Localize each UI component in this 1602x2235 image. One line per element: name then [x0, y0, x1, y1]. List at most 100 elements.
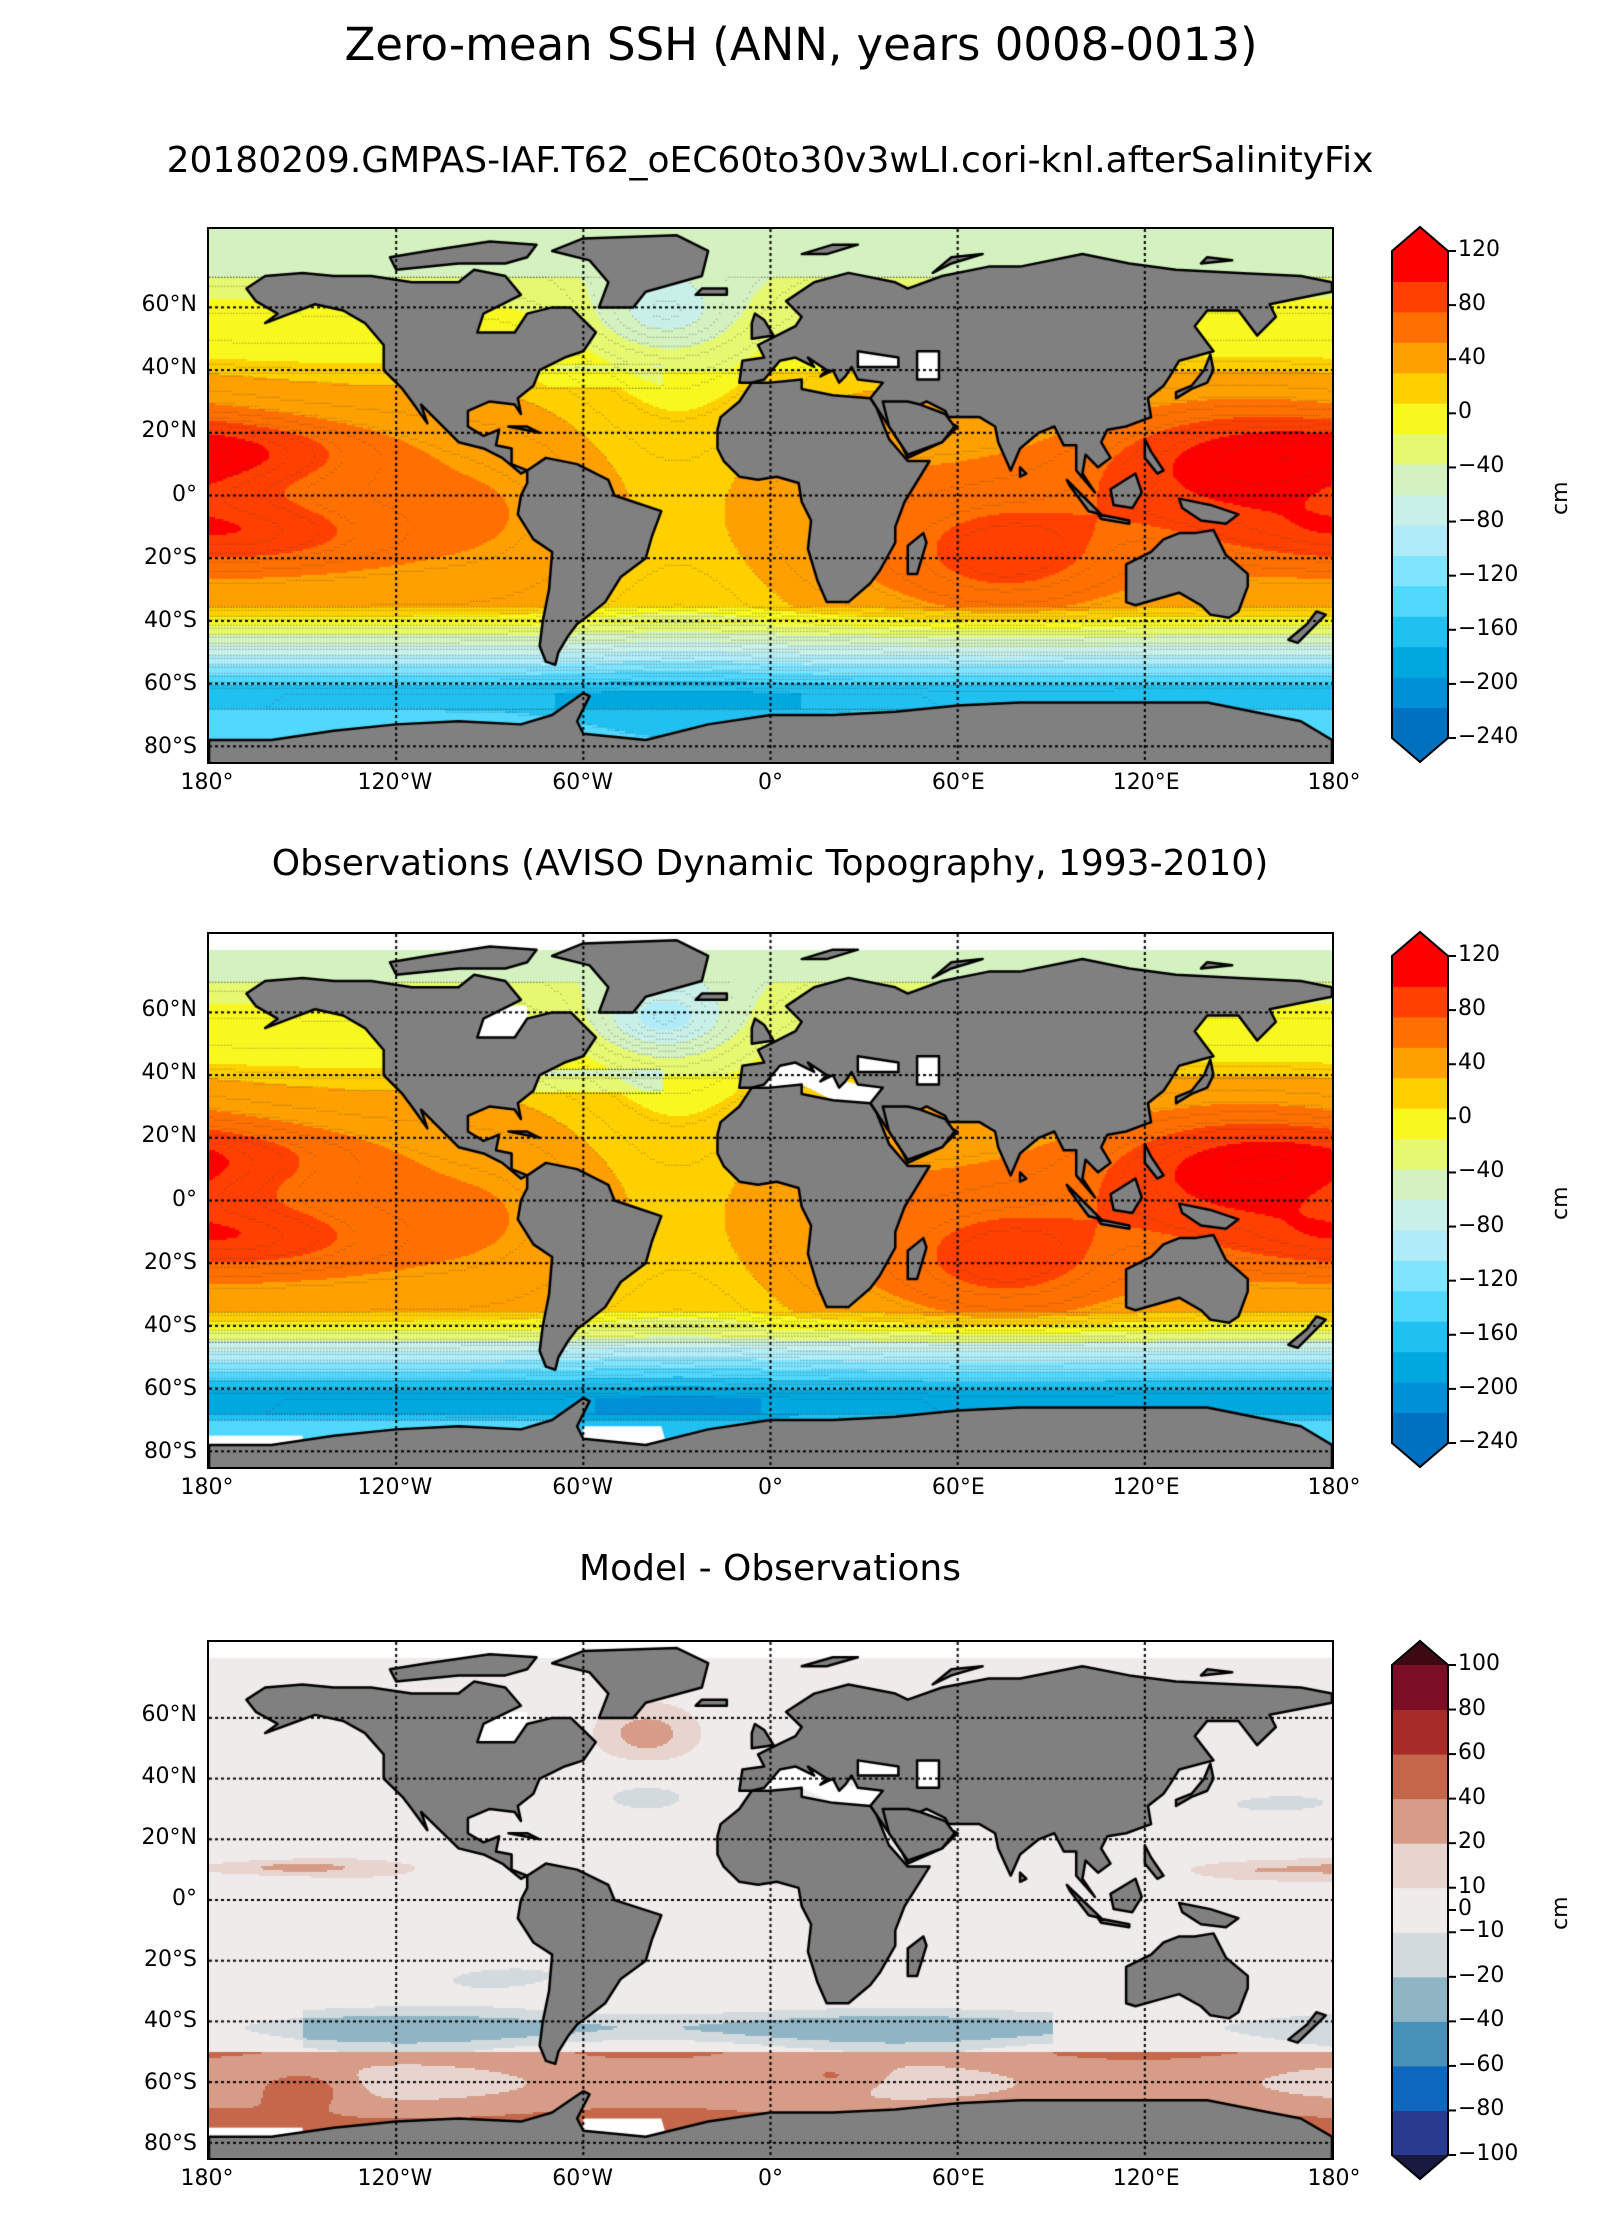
panel-2-map [207, 932, 1334, 1469]
colorbar-tick-label: −160 [1458, 615, 1519, 641]
colorbar-segment [1392, 1887, 1448, 1933]
panel-2-field [209, 934, 1332, 1467]
x-tick-label: 60°E [931, 1475, 985, 1500]
panel-1-map [207, 227, 1334, 764]
x-tick-label: 120°W [357, 2166, 433, 2191]
y-tick-label: 40°S [144, 607, 197, 633]
colorbar-tick-label: −200 [1458, 669, 1519, 695]
x-tick-label: 180° [180, 770, 234, 795]
x-tick-label: 120°E [1112, 1475, 1180, 1500]
colorbar-tick-label: 20 [1458, 1829, 1486, 1855]
y-tick-label: 60°S [144, 671, 197, 697]
x-tick-label: 180° [1307, 1475, 1361, 1500]
y-tick-label: 60°N [141, 291, 197, 317]
colorbar-tick-label: −40 [1458, 1158, 1505, 1184]
colorbar-segment [1392, 2065, 1448, 2111]
y-tick-label: 60°S [144, 1376, 197, 1402]
colorbar-tick-label: 80 [1458, 1695, 1486, 1721]
x-tick-label: 120°W [357, 1475, 433, 1500]
x-tick-label: 60°W [552, 770, 614, 795]
colorbar-segment [1392, 1199, 1448, 1231]
colorbar-segment [1392, 342, 1448, 374]
colorbar-tick-label: 80 [1458, 996, 1486, 1022]
y-tick-label: 20°S [144, 1249, 197, 1275]
colorbar-label: cm [1548, 1185, 1573, 1220]
colorbar-segment [1392, 1321, 1448, 1353]
colorbar-label: cm [1548, 480, 1573, 515]
colorbar-tick-label: −40 [1458, 2007, 1505, 2033]
colorbar-segment [1392, 1798, 1448, 1844]
colorbar-tick-label: −240 [1458, 1429, 1519, 1454]
colorbar-segment [1392, 433, 1448, 465]
y-tick-label: 80°S [144, 2130, 197, 2156]
colorbar-segment [1392, 1932, 1448, 1978]
colorbar-segment [1392, 524, 1448, 556]
colorbar-segment [1392, 1047, 1448, 1079]
figure-suptitle: Zero-mean SSH (ANN, years 0008-0013) [344, 18, 1258, 71]
colorbar-graphic [1391, 1639, 1456, 2181]
y-tick-label: 20°S [144, 544, 197, 570]
colorbar-tick-label: −80 [1458, 507, 1505, 533]
colorbar-extend-max [1392, 1641, 1448, 1665]
colorbar-segment [1392, 2021, 1448, 2067]
x-tick-label: 0° [758, 770, 783, 795]
y-tick-label: 60°N [141, 1702, 197, 1728]
panel-1-title: 20180209.GMPAS-IAF.T62_oEC60to30v3wLI.co… [166, 140, 1374, 181]
x-tick-label: 0° [758, 2166, 783, 2191]
colorbar-segment [1392, 372, 1448, 404]
colorbar-tick-label: 40 [1458, 345, 1486, 371]
y-tick-label: 20°S [144, 1947, 197, 1973]
colorbar-extend-min [1392, 738, 1448, 762]
colorbar-segment [1392, 585, 1448, 617]
panel-2-title: Observations (AVISO Dynamic Topography, … [271, 843, 1269, 884]
y-tick-label: 40°N [141, 1763, 197, 1789]
colorbar-segment [1392, 956, 1448, 987]
x-tick-label: 120°E [1112, 770, 1180, 795]
colorbar-tick-label: −80 [1458, 2096, 1505, 2122]
colorbar-tick-label: −80 [1458, 1212, 1505, 1238]
x-tick-label: 180° [1307, 2166, 1361, 2191]
colorbar-segment [1392, 1382, 1448, 1414]
x-tick-label: 180° [180, 2166, 234, 2191]
y-tick-label: 80°S [144, 1439, 197, 1465]
x-tick-label: 60°W [552, 1475, 614, 1500]
colorbar-tick-label: −240 [1458, 724, 1519, 749]
colorbar-tick-label: −40 [1458, 453, 1505, 479]
y-tick-label: 60°S [144, 2069, 197, 2095]
colorbar-tick-label: −120 [1458, 1266, 1519, 1292]
panel-1-field [209, 229, 1332, 762]
panel-1-colorbar [1390, 225, 1456, 767]
colorbar-segment [1392, 1260, 1448, 1292]
colorbar-tick-label: 60 [1458, 1740, 1486, 1766]
y-tick-label: 20°N [141, 1824, 197, 1850]
colorbar-tick-label: 40 [1458, 1050, 1486, 1076]
colorbar-segment [1392, 616, 1448, 648]
colorbar-tick-label: 0 [1458, 1896, 1472, 1921]
x-tick-label: 60°E [931, 770, 985, 795]
colorbar-segment [1392, 1229, 1448, 1261]
colorbar-graphic [1391, 930, 1456, 1469]
x-tick-label: 60°W [552, 2166, 614, 2191]
panel-3-title: Model - Observations [579, 1548, 961, 1589]
colorbar-segment [1392, 311, 1448, 343]
colorbar-segment [1392, 1108, 1448, 1140]
colorbar-tick-label: −20 [1458, 1962, 1505, 1988]
colorbar-tick-label: 80 [1458, 291, 1486, 317]
colorbar-segment [1392, 1138, 1448, 1170]
panel-3-field [209, 1642, 1332, 2158]
colorbar-segment [1392, 707, 1448, 739]
colorbar-extend-min [1392, 2155, 1448, 2179]
colorbar-segment [1392, 1976, 1448, 2022]
colorbar-segment [1392, 464, 1448, 495]
y-tick-label: 40°N [141, 355, 197, 381]
colorbar-label: cm [1548, 1896, 1573, 1930]
panel-3-map [207, 1640, 1334, 2160]
x-tick-label: 120°E [1112, 2166, 1180, 2191]
colorbar-segment [1392, 251, 1448, 282]
colorbar-segment [1392, 646, 1448, 678]
colorbar-segment [1392, 1665, 1448, 1711]
colorbar-segment [1392, 986, 1448, 1018]
x-tick-label: 180° [180, 1475, 234, 1500]
y-tick-label: 60°N [141, 996, 197, 1022]
colorbar-tick-label: 120 [1458, 237, 1500, 262]
